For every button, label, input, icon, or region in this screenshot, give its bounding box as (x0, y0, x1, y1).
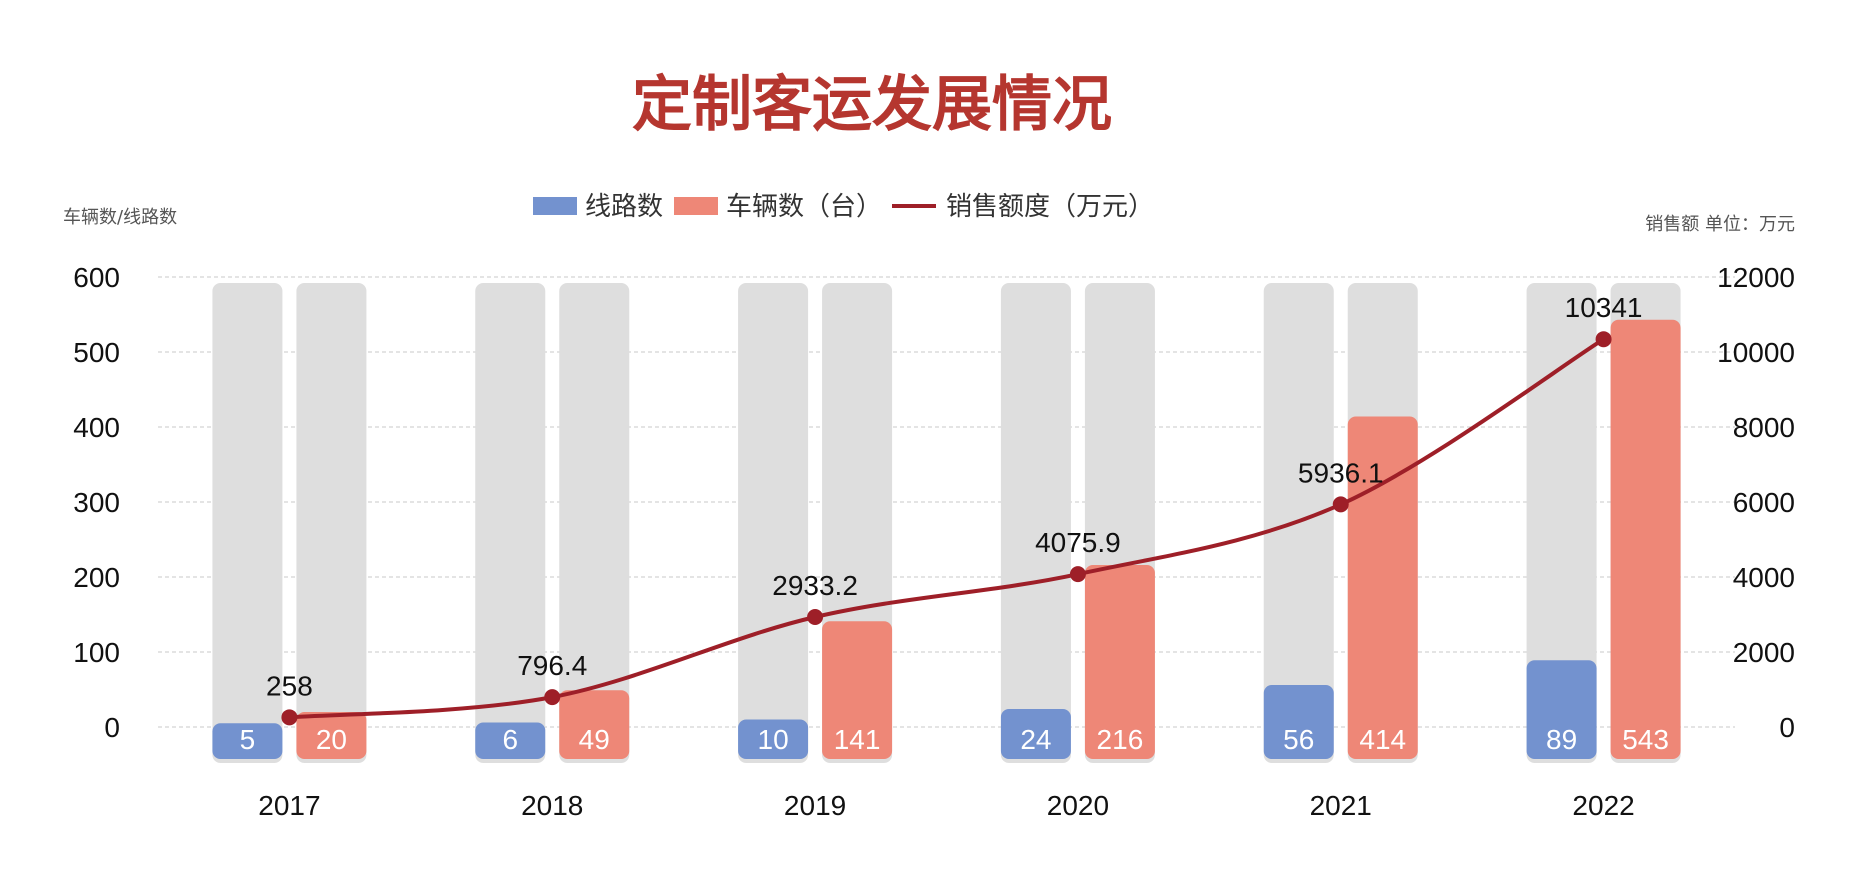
sales-point (544, 689, 561, 706)
sales-line-path (289, 337, 1605, 720)
right-tick-label: 2000 (1733, 637, 1795, 668)
bar-background (559, 283, 630, 763)
bar-vehicles (1347, 416, 1418, 759)
left-tick-label: 500 (73, 337, 120, 368)
right-tick-label: 4000 (1733, 562, 1795, 593)
sales-point (281, 709, 298, 726)
x-tick-label: 2021 (1310, 790, 1372, 821)
bar-label-vehicles: 20 (316, 724, 347, 755)
bar-routes (212, 723, 283, 759)
bar-routes (738, 719, 809, 759)
right-axis-title: 销售额 单位：万元 (1645, 214, 1795, 235)
bar-label-vehicles: 216 (1097, 724, 1144, 755)
legend-label-vehicles: 车辆数（台） (726, 192, 882, 222)
bar-background (212, 283, 283, 763)
left-tick-label: 300 (73, 487, 120, 518)
legend-swatch-routes (533, 197, 577, 215)
bar-routes (1263, 685, 1334, 759)
x-tick-label: 2018 (521, 790, 583, 821)
sales-point (1332, 496, 1349, 513)
bar-label-vehicles: 543 (1622, 724, 1669, 755)
legend-label-routes: 线路数 (585, 192, 663, 222)
chart-title: 定制客运发展情况 (632, 70, 1112, 140)
sales-label: 4075.9 (1035, 527, 1121, 558)
bar-label-routes: 89 (1546, 724, 1577, 755)
left-tick-label: 200 (73, 562, 120, 593)
x-tick-label: 2019 (784, 790, 846, 821)
left-axis-title: 车辆数/线路数 (63, 207, 177, 228)
bar-label-vehicles: 414 (1359, 724, 1406, 755)
bar-background (1000, 283, 1071, 763)
x-axis-ticks: 2017 2018 2019 2020 2021 2022 (258, 790, 1634, 821)
bar-vehicles (296, 712, 367, 759)
left-tick-label: 0 (104, 712, 120, 743)
right-tick-label: 8000 (1733, 412, 1795, 443)
sales-label: 5936.1 (1298, 457, 1384, 488)
bar-routes (1000, 709, 1071, 759)
sales-label: 2933.2 (772, 570, 858, 601)
bar-background (475, 283, 546, 763)
bar-label-routes: 5 (240, 724, 256, 755)
x-tick-label: 2017 (258, 790, 320, 821)
bar-vehicles (559, 690, 630, 759)
sales-line: 258 796.4 2933.2 4075.9 5936.1 10341 (266, 292, 1643, 726)
sales-point (1069, 566, 1086, 583)
sales-point (1595, 331, 1612, 348)
bars: 5 20 6 49 10 141 24 216 56 414 89 543 (212, 283, 1681, 763)
legend: 线路数 车辆数（台） 销售额度（万元） (533, 192, 1154, 222)
right-axis-ticks: 0 2000 4000 6000 8000 10000 12000 (1717, 262, 1795, 743)
left-tick-label: 400 (73, 412, 120, 443)
right-tick-label: 6000 (1733, 487, 1795, 518)
left-axis-ticks: 0 100 200 300 400 500 600 (73, 262, 120, 743)
legend-label-sales: 销售额度（万元） (946, 192, 1154, 222)
bar-routes (475, 722, 546, 759)
right-tick-label: 10000 (1717, 337, 1795, 368)
right-tick-label: 12000 (1717, 262, 1795, 293)
right-tick-label: 0 (1779, 712, 1795, 743)
bar-label-vehicles: 141 (834, 724, 881, 755)
x-tick-label: 2022 (1572, 790, 1634, 821)
left-tick-label: 600 (73, 262, 120, 293)
bar-vehicles (1084, 565, 1155, 759)
bar-label-routes: 24 (1020, 724, 1051, 755)
sales-label: 796.4 (517, 650, 587, 681)
bar-label-routes: 10 (758, 724, 789, 755)
x-tick-label: 2020 (1047, 790, 1109, 821)
bar-routes (1526, 660, 1597, 759)
bar-label-routes: 6 (502, 724, 518, 755)
legend-swatch-vehicles (674, 197, 718, 215)
bar-vehicles (822, 621, 893, 759)
bar-background (296, 283, 367, 763)
bar-label-routes: 56 (1283, 724, 1314, 755)
bar-background (1526, 283, 1597, 763)
gridlines (158, 276, 1735, 728)
left-tick-label: 100 (73, 637, 120, 668)
sales-point (807, 609, 824, 626)
sales-label: 10341 (1565, 292, 1643, 323)
bar-background (738, 283, 809, 763)
sales-label: 258 (266, 670, 313, 701)
bar-label-vehicles: 49 (579, 724, 610, 755)
bar-vehicles (1610, 319, 1681, 759)
